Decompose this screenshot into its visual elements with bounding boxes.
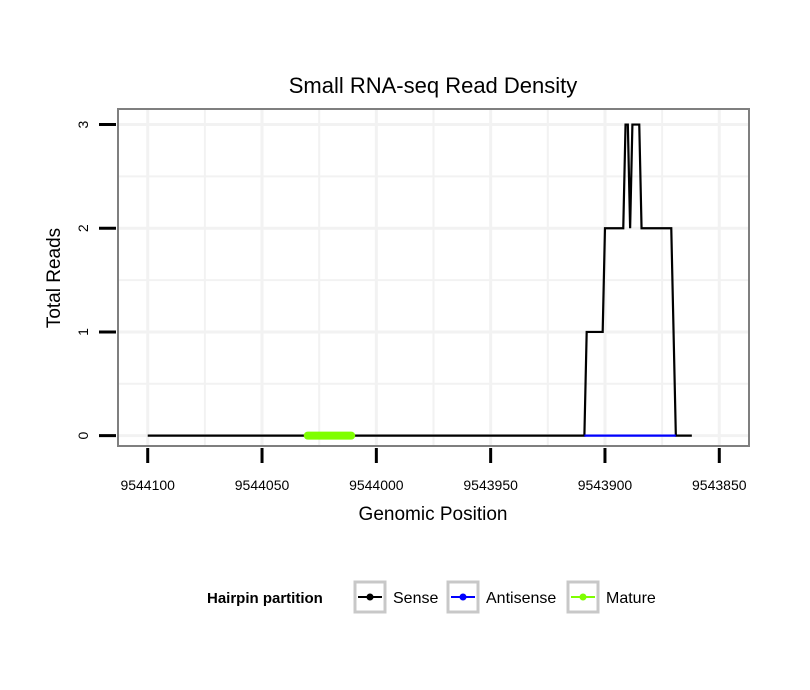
x-tick-label: 9543900 — [578, 477, 633, 493]
legend-key-point — [579, 593, 587, 601]
x-tick-label: 9544050 — [235, 477, 290, 493]
x-tick-label: 9543950 — [463, 477, 518, 493]
x-axis: 9544100 9544050 9544000 9543950 9543900 95438… — [120, 448, 747, 493]
plot-panel-border — [117, 108, 750, 447]
legend-item-mature: Mature — [566, 580, 656, 614]
legend-label: Mature — [606, 590, 656, 607]
chart-title: Small RNA-seq Read Density — [289, 73, 578, 98]
x-tick-label: 9544000 — [349, 477, 404, 493]
x-tick-label: 9543850 — [692, 477, 747, 493]
legend: Hairpin partition Sense Antisense Mature — [207, 580, 656, 614]
legend-key-point — [459, 593, 467, 601]
series-group — [147, 123, 692, 440]
legend-item-sense: Sense — [353, 580, 438, 614]
y-tick-label: 3 — [75, 120, 91, 128]
legend-item-antisense: Antisense — [446, 580, 556, 614]
y-axis-title: Total Reads — [44, 228, 65, 328]
x-tick-label: 9544100 — [120, 477, 175, 493]
x-axis-title: Genomic Position — [359, 504, 508, 525]
series-line-sense — [147, 123, 692, 437]
legend-title: Hairpin partition — [207, 590, 323, 607]
y-tick-label: 1 — [75, 328, 91, 336]
y-axis: 0 1 2 3 — [75, 120, 116, 440]
y-tick-label: 2 — [75, 224, 91, 232]
legend-label: Antisense — [486, 590, 556, 607]
y-tick-label: 0 — [75, 432, 91, 440]
legend-key-point — [366, 593, 374, 601]
legend-label: Sense — [393, 590, 438, 607]
